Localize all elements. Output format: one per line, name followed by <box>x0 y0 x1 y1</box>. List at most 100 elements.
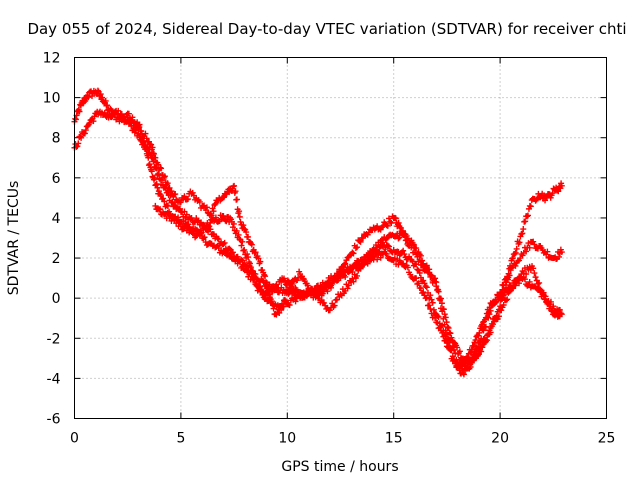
data-point <box>281 296 288 303</box>
data-point <box>361 261 368 268</box>
data-point <box>164 180 171 187</box>
data-point <box>557 246 564 253</box>
data-point <box>527 203 534 210</box>
data-point <box>263 279 270 286</box>
data-point <box>211 201 218 208</box>
data-point <box>534 280 541 287</box>
data-point <box>419 257 426 264</box>
data-point <box>429 299 436 306</box>
data-point <box>303 292 310 299</box>
data-point <box>200 235 207 242</box>
data-point <box>500 282 507 289</box>
data-point <box>184 196 191 203</box>
data-point <box>543 251 550 258</box>
data-point <box>531 270 538 277</box>
data-point <box>236 208 243 215</box>
data-point <box>460 369 467 376</box>
data-point <box>400 247 407 254</box>
data-point <box>296 268 303 275</box>
data-point <box>428 296 435 303</box>
data-point <box>230 183 237 190</box>
data-point <box>519 230 526 237</box>
data-point <box>206 223 213 230</box>
data-point <box>416 270 423 277</box>
data-point <box>239 238 246 245</box>
data-point <box>476 329 483 336</box>
data-point <box>155 161 162 168</box>
data-point <box>437 295 444 302</box>
data-point <box>289 281 296 288</box>
data-point <box>280 275 287 282</box>
data-point <box>164 202 171 209</box>
data-point <box>285 289 292 296</box>
x-tick-label: 15 <box>385 431 403 447</box>
y-tick-label: 2 <box>52 251 61 267</box>
data-point <box>223 218 230 225</box>
data-point <box>371 248 378 255</box>
data-point <box>209 205 216 212</box>
data-point <box>517 274 524 281</box>
data-point <box>430 277 437 284</box>
data-point <box>251 249 258 256</box>
data-point <box>75 140 82 147</box>
data-point <box>107 105 114 112</box>
data-point <box>509 255 516 262</box>
data-point <box>255 255 262 262</box>
data-point <box>266 291 273 298</box>
data-point <box>410 249 417 256</box>
data-point <box>479 321 486 328</box>
data-point <box>468 346 475 353</box>
data-point <box>115 107 122 114</box>
data-point <box>511 250 518 257</box>
data-point <box>368 249 375 256</box>
x-tick-label: 20 <box>491 431 509 447</box>
data-point <box>542 293 549 300</box>
data-point <box>396 234 403 241</box>
data-point <box>277 304 284 311</box>
data-point <box>78 134 85 141</box>
data-point <box>157 192 164 199</box>
data-point <box>378 224 385 231</box>
data-point <box>278 307 285 314</box>
data-point <box>185 221 192 228</box>
data-point <box>512 249 519 256</box>
data-point <box>456 348 463 355</box>
data-point <box>142 130 149 137</box>
data-point <box>423 284 430 291</box>
data-point <box>487 329 494 336</box>
data-point <box>432 278 439 285</box>
data-point <box>555 312 562 319</box>
data-point <box>233 253 240 260</box>
data-point <box>441 311 448 318</box>
data-point <box>383 235 390 242</box>
data-point <box>150 150 157 157</box>
data-point <box>554 313 561 320</box>
data-point <box>426 302 433 309</box>
data-point <box>244 251 251 258</box>
data-point <box>215 236 222 243</box>
data-point <box>168 188 175 195</box>
data-point <box>504 276 511 283</box>
data-point <box>350 278 357 285</box>
y-tick-labels: -6 -4 -2 0 2 4 6 8 10 12 <box>43 51 61 428</box>
data-point <box>88 93 95 100</box>
data-point <box>230 220 237 227</box>
data-point <box>186 214 193 221</box>
data-point <box>176 205 183 212</box>
data-point <box>270 305 277 312</box>
data-point <box>435 286 442 293</box>
data-point <box>516 239 523 246</box>
data-point <box>268 299 275 306</box>
data-point <box>175 214 182 221</box>
data-point <box>414 266 421 273</box>
data-point <box>480 327 487 334</box>
data-point <box>395 235 402 242</box>
data-point <box>423 262 430 269</box>
data-point <box>436 324 443 331</box>
data-point <box>245 254 252 261</box>
data-point <box>160 195 167 202</box>
data-point <box>479 344 486 351</box>
data-point <box>427 292 434 299</box>
data-point <box>112 108 119 115</box>
data-point <box>542 197 549 204</box>
